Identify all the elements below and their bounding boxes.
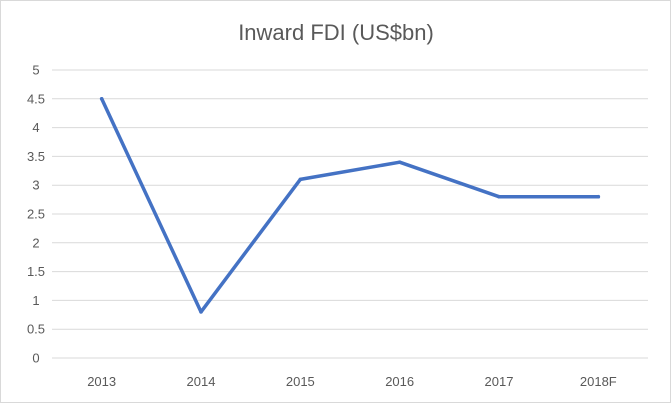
y-axis-ticks: 0 0.5 1 1.5 2 2.5 3 3.5 4 4.5 5 xyxy=(27,63,45,366)
y-tick-label: 0.5 xyxy=(27,322,45,337)
data-point xyxy=(497,194,501,199)
data-point xyxy=(298,177,303,182)
x-axis-ticks: 2013 2014 2015 2016 2017 2018F xyxy=(87,374,617,389)
chart-title: Inward FDI (US$bn) xyxy=(238,20,434,45)
x-tick-label: 2013 xyxy=(87,374,116,389)
data-point xyxy=(99,97,104,101)
y-tick-label: 4 xyxy=(32,120,39,135)
series-line xyxy=(99,97,601,314)
x-tick-label: 2017 xyxy=(485,374,514,389)
x-tick-label: 2014 xyxy=(187,374,216,389)
y-tick-label: 0 xyxy=(32,351,39,366)
y-tick-label: 2.5 xyxy=(27,207,45,222)
y-tick-label: 2 xyxy=(32,235,39,250)
y-tick-label: 1 xyxy=(32,293,39,308)
gridlines xyxy=(52,69,648,359)
x-tick-label: 2016 xyxy=(385,374,414,389)
y-tick-label: 1.5 xyxy=(27,264,45,279)
y-tick-label: 4.5 xyxy=(27,91,45,106)
y-tick-label: 5 xyxy=(32,63,39,78)
data-point xyxy=(596,194,601,199)
x-tick-label: 2018F xyxy=(580,374,617,389)
data-point xyxy=(397,160,402,164)
series-group xyxy=(99,97,601,314)
x-tick-label: 2015 xyxy=(286,374,315,389)
y-tick-label: 3 xyxy=(32,178,39,193)
data-point xyxy=(199,310,203,314)
y-tick-label: 3.5 xyxy=(27,149,45,164)
